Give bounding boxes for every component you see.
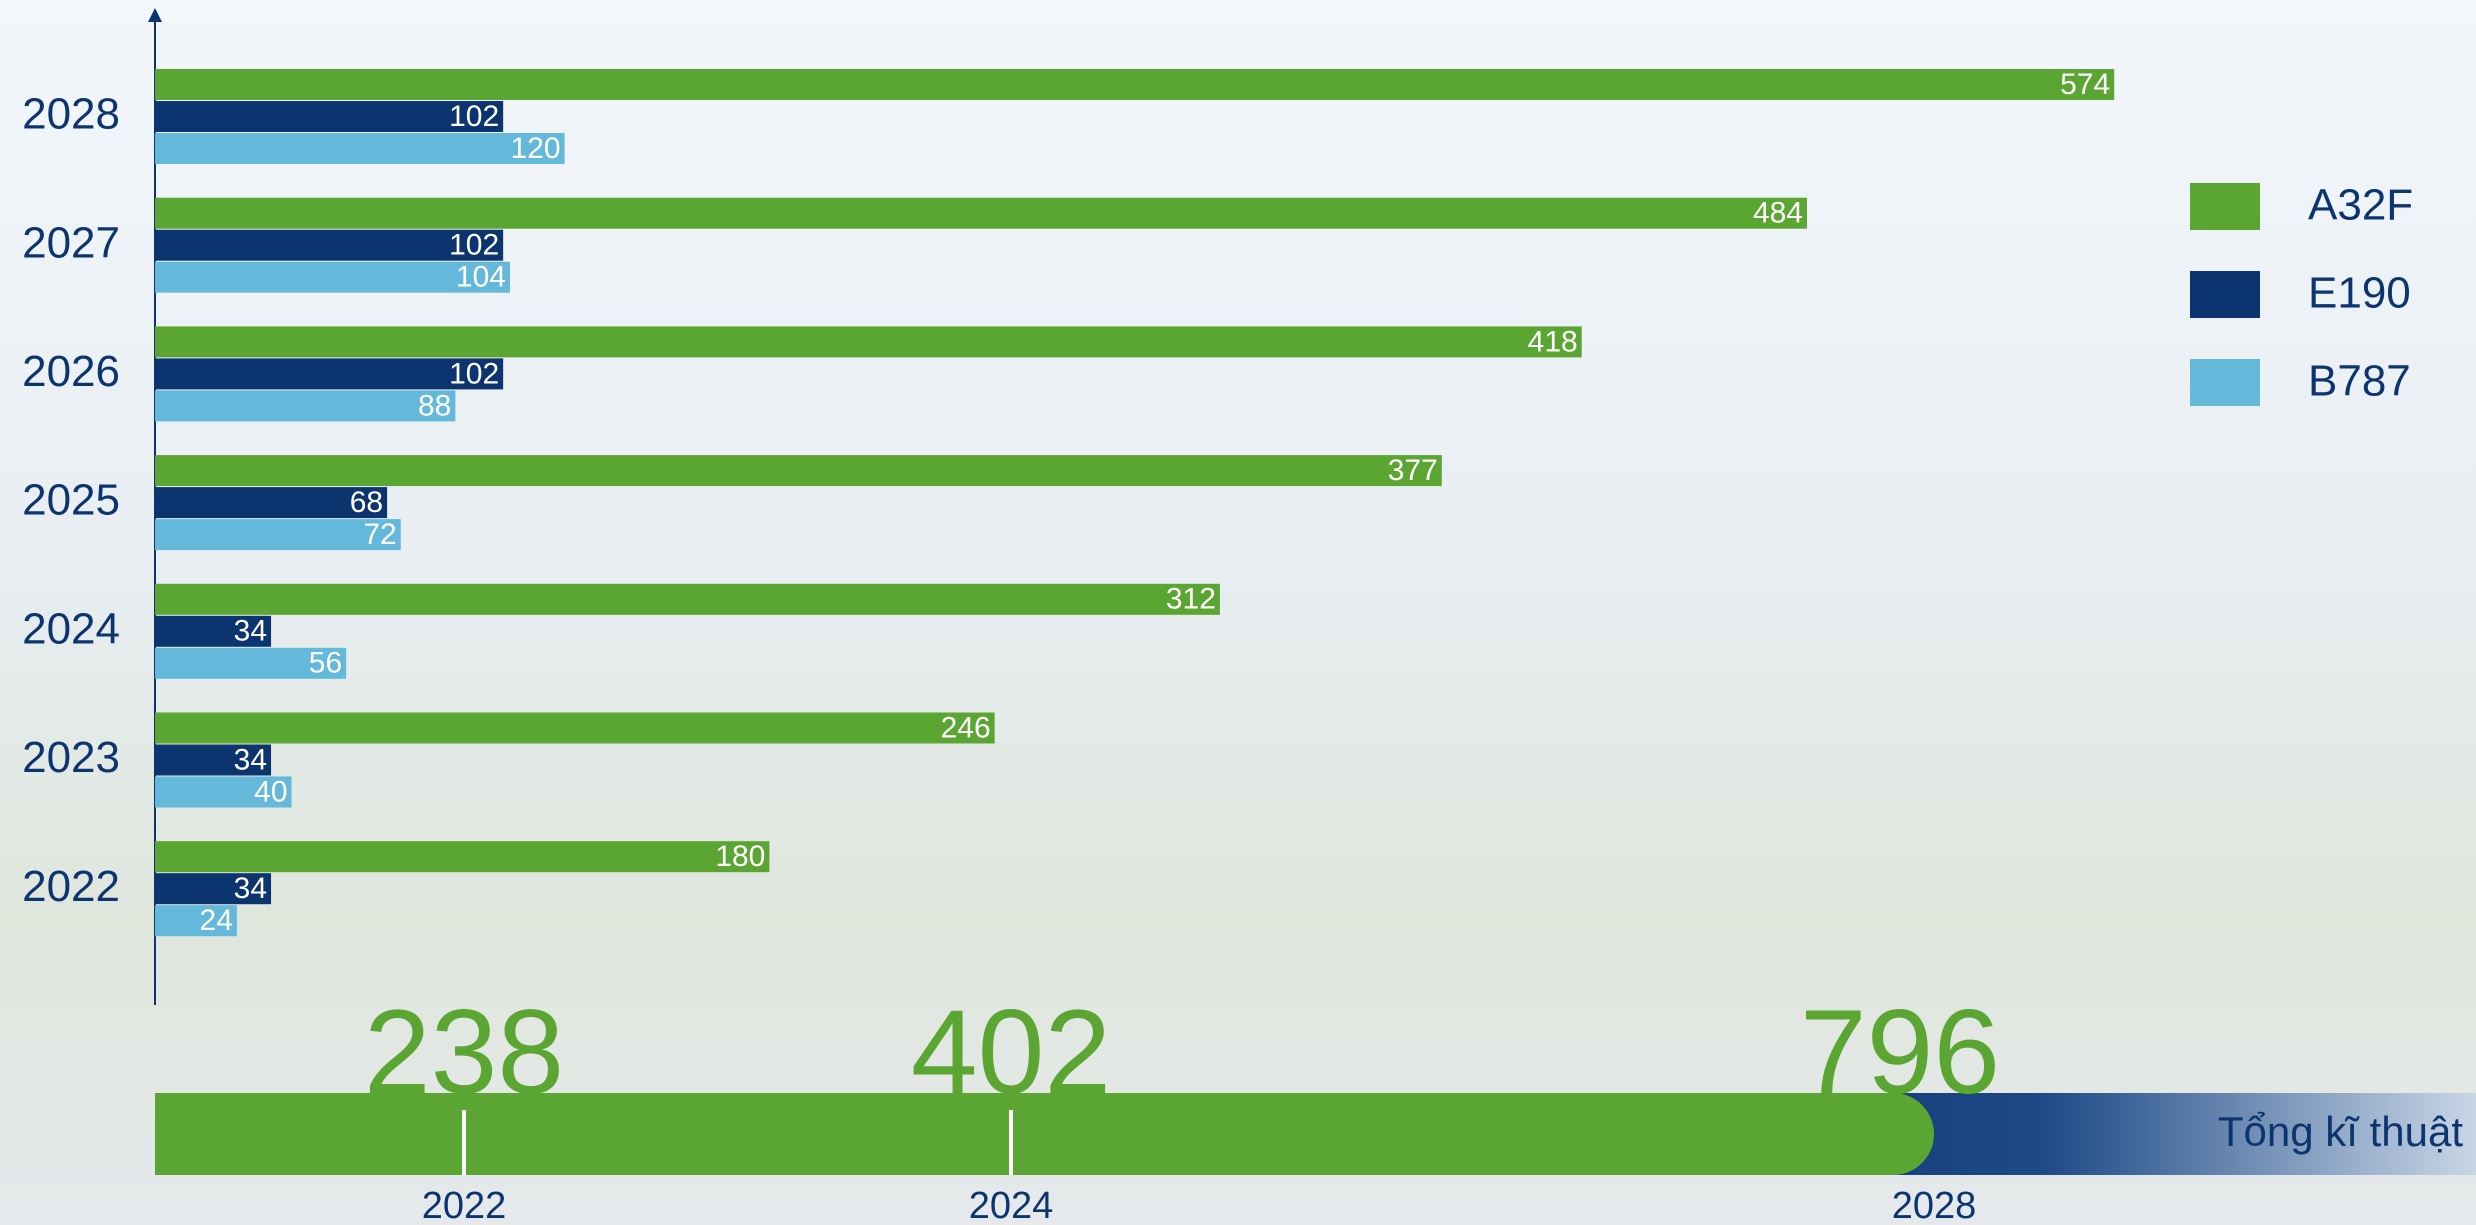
timeline-label: Tổng kĩ thuật	[2218, 1108, 2463, 1155]
value-label: 104	[456, 261, 506, 294]
category-label: 2027	[22, 218, 120, 267]
bar	[155, 133, 565, 164]
bar	[155, 487, 388, 519]
value-label: 484	[1753, 197, 1803, 230]
bar	[155, 776, 292, 808]
bar	[155, 229, 504, 261]
legend-label: E190	[2308, 269, 2411, 318]
bar	[155, 905, 237, 937]
value-label: 246	[941, 711, 991, 744]
value-label: 68	[350, 486, 383, 519]
bar	[155, 197, 1808, 229]
category-label: 2025	[22, 476, 120, 525]
legend-swatch	[2190, 359, 2260, 406]
bar	[155, 873, 272, 905]
value-label: 120	[511, 132, 561, 165]
timeline-total: 796	[1800, 985, 2000, 1119]
timeline-total: 238	[364, 985, 564, 1119]
bar	[155, 101, 504, 132]
value-label: 34	[234, 615, 267, 648]
value-label: 102	[449, 100, 499, 133]
bar	[155, 841, 770, 873]
category-label: 2023	[22, 733, 120, 782]
category-label: 2024	[22, 604, 120, 653]
bar	[155, 583, 1220, 615]
timeline-year: 2022	[422, 1185, 507, 1225]
legend-swatch	[2190, 183, 2260, 230]
value-label: 24	[200, 904, 233, 937]
timeline-bar	[155, 1093, 1934, 1175]
category-label: 2026	[22, 347, 120, 396]
timeline-year: 2028	[1892, 1185, 1977, 1225]
value-label: 40	[254, 775, 287, 808]
legend-swatch	[2190, 271, 2260, 318]
value-label: 574	[2060, 68, 2110, 101]
bar	[155, 326, 1582, 358]
timeline-year: 2024	[969, 1185, 1054, 1225]
value-label: 102	[449, 229, 499, 262]
value-label: 102	[449, 357, 499, 390]
value-label: 180	[715, 840, 765, 873]
category-label: 2028	[22, 90, 120, 139]
legend-label: A32F	[2308, 181, 2413, 230]
value-label: 72	[363, 518, 396, 551]
bar	[155, 712, 995, 744]
bar	[155, 744, 272, 776]
axis-arrow	[148, 8, 162, 22]
category-label: 2022	[22, 862, 120, 911]
value-label: 312	[1166, 583, 1216, 616]
bar	[155, 69, 2115, 100]
bar	[155, 261, 510, 293]
value-label: 56	[309, 647, 342, 680]
bar	[155, 615, 272, 647]
bar	[155, 519, 401, 551]
value-label: 34	[234, 743, 267, 776]
bar	[155, 647, 347, 679]
value-label: 34	[234, 872, 267, 905]
bar	[155, 455, 1442, 487]
timeline-total: 402	[911, 985, 1111, 1119]
value-label: 88	[418, 389, 451, 422]
value-label: 418	[1528, 325, 1578, 358]
bar	[155, 390, 456, 422]
bar	[155, 358, 504, 390]
legend-label: B787	[2308, 357, 2411, 406]
value-label: 377	[1388, 454, 1438, 487]
